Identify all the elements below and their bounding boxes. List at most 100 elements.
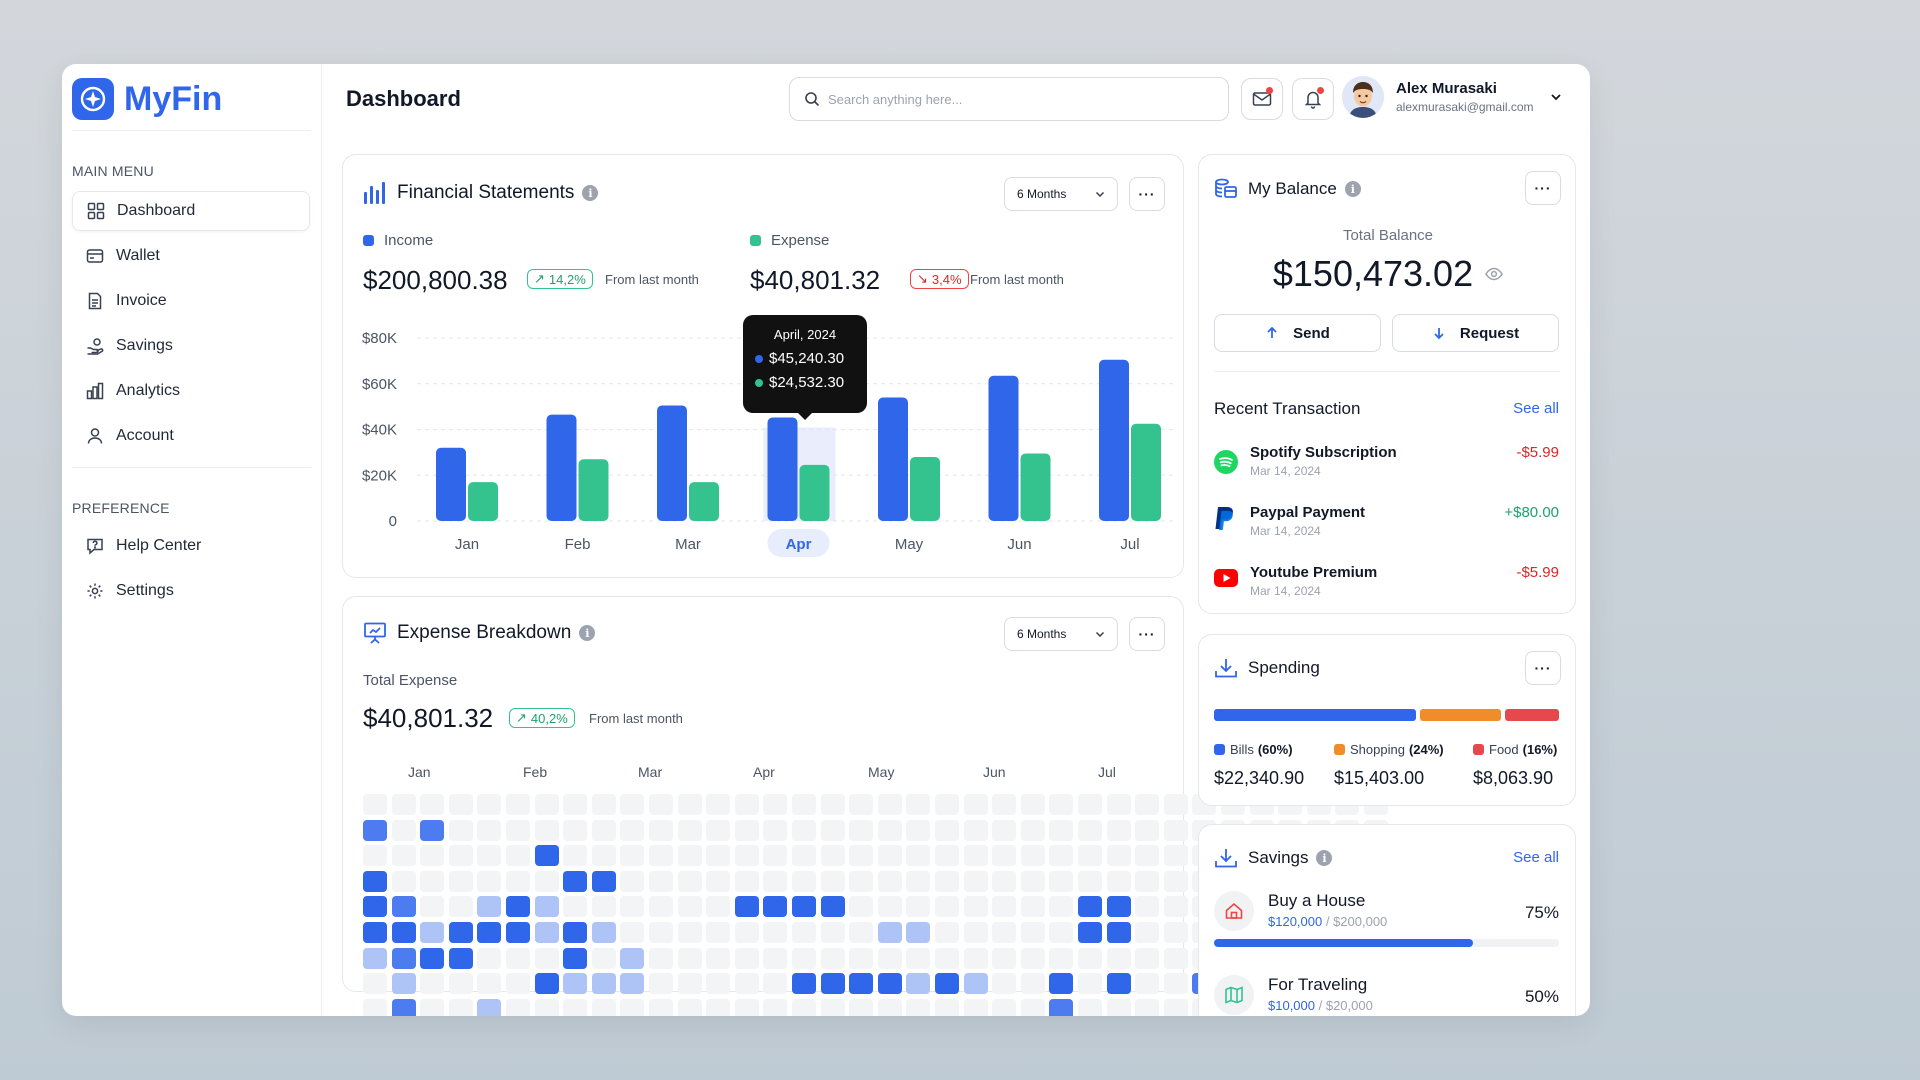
- heatmap-cell: [820, 845, 845, 867]
- heatmap-cell: [820, 794, 845, 815]
- heatmap-cell: [677, 794, 702, 815]
- logo[interactable]: MyFin: [72, 78, 222, 120]
- heatmap-cell: [363, 973, 387, 995]
- analytics-icon: [86, 382, 104, 400]
- info-icon[interactable]: i: [579, 625, 596, 641]
- expense-bar-jul: [1131, 423, 1161, 521]
- heatmap-cell: [506, 896, 530, 918]
- heatmap-cell: [935, 922, 959, 943]
- heatmap-cell: [963, 998, 988, 1016]
- heatmap-cell: [363, 870, 387, 892]
- heatmap-cell: [734, 794, 759, 815]
- heatmap-cell: [1106, 794, 1131, 815]
- heatmap-cell: [1163, 947, 1188, 969]
- heatmap-cell: [963, 973, 988, 995]
- heatmap-cell: [620, 870, 645, 892]
- heatmap-cell: [935, 870, 959, 892]
- tooltip-title: April, 2024: [773, 327, 837, 342]
- send-button[interactable]: Send: [1214, 314, 1381, 352]
- mail-notification-dot: [1266, 87, 1273, 94]
- logo-text: MyFin: [124, 79, 223, 118]
- heatmap-cell: [792, 973, 816, 995]
- heatmap-cell: [477, 922, 502, 943]
- more-options-button[interactable]: ···: [1525, 171, 1561, 205]
- see-all-transactions-link[interactable]: See all: [1513, 400, 1559, 417]
- more-options-button[interactable]: ···: [1129, 617, 1165, 651]
- eye-icon[interactable]: [1485, 267, 1503, 281]
- more-options-button[interactable]: ···: [1525, 651, 1561, 685]
- heatmap-cell: [649, 973, 673, 995]
- heatmap-cell: [1078, 998, 1102, 1016]
- heatmap-cell: [734, 973, 759, 995]
- arrow-down-icon: [1434, 328, 1444, 340]
- heatmap-cell: [506, 973, 530, 995]
- sidebar-item-invoice[interactable]: Invoice: [72, 281, 310, 321]
- income-bar-mar: [657, 405, 687, 521]
- sidebar-item-savings[interactable]: Savings: [72, 326, 310, 366]
- logo-icon: [72, 78, 114, 120]
- sidebar-item-label: Account: [116, 427, 174, 444]
- heatmap-cell: [391, 896, 416, 918]
- sidebar-item-label: Invoice: [116, 292, 167, 309]
- heatmap-cell: [563, 896, 588, 918]
- savings-card: Savings i See all Buy a House $120,000 /…: [1198, 824, 1576, 1016]
- more-options-button[interactable]: ···: [1129, 177, 1165, 211]
- transaction-name: Youtube Premium: [1250, 564, 1378, 581]
- chevron-down-icon: [1095, 191, 1105, 198]
- user-icon: [87, 428, 103, 444]
- spending-legend-shopping: Shopping (24%): [1334, 742, 1444, 757]
- notification-button[interactable]: [1292, 78, 1334, 120]
- info-icon[interactable]: i: [1344, 181, 1361, 197]
- heatmap-cell: [992, 845, 1017, 867]
- transaction-row[interactable]: Paypal Payment Mar 14, 2024 +$80.00: [1214, 504, 1559, 552]
- heatmap-cell: [877, 870, 902, 892]
- heatmap-cell: [706, 947, 731, 969]
- heatmap-cell: [477, 998, 502, 1016]
- sidebar-item-analytics[interactable]: Analytics: [72, 371, 310, 411]
- user-menu[interactable]: Alex Murasaki alexmurasaki@gmail.com: [1342, 76, 1562, 118]
- expense-bar-may: [910, 456, 940, 521]
- income-bar-apr: [767, 417, 798, 521]
- see-all-savings-link[interactable]: See all: [1513, 849, 1559, 866]
- period-value: 6 Months: [1017, 187, 1067, 201]
- heatmap-cell: [763, 794, 788, 815]
- legend-label: Food: [1489, 742, 1519, 757]
- heatmap-cell: [706, 870, 731, 892]
- heatmap-cell: [1135, 947, 1160, 969]
- sidebar-item-wallet[interactable]: Wallet: [72, 236, 310, 276]
- highlight-pill: [767, 529, 830, 557]
- mail-button[interactable]: [1241, 78, 1283, 120]
- paypal-icon: [1215, 507, 1233, 530]
- heatmap-cell: [649, 794, 673, 815]
- sidebar-item-dashboard[interactable]: Dashboard: [72, 191, 310, 231]
- heatmap-cell: [563, 973, 588, 995]
- heatmap-cell: [763, 870, 788, 892]
- sidebar-item-settings[interactable]: Settings: [72, 571, 310, 611]
- heatmap-cell: [1106, 819, 1131, 841]
- heatmap-cell: [391, 922, 416, 943]
- heatmap-cell: [820, 896, 845, 918]
- sidebar-item-help-center[interactable]: Help Center: [72, 526, 310, 566]
- tooltip-income-row: $45,240.30: [755, 350, 855, 367]
- heatmap-cell: [448, 896, 473, 918]
- transaction-row[interactable]: Spotify Subscription Mar 14, 2024 -$5.99: [1214, 444, 1559, 492]
- expense-note: From last month: [970, 272, 1064, 287]
- heatmap-cell: [1163, 845, 1188, 867]
- transaction-amount: +$80.00: [1504, 504, 1559, 521]
- info-icon[interactable]: i: [582, 185, 599, 201]
- more-icon: ···: [1138, 626, 1156, 642]
- period-dropdown[interactable]: 6 Months: [1004, 617, 1118, 651]
- expense-bar-jun: [1020, 453, 1051, 521]
- info-icon[interactable]: i: [1316, 850, 1333, 866]
- transaction-row[interactable]: Youtube Premium Mar 14, 2024 -$5.99: [1214, 564, 1559, 612]
- tooltip-expense-dot: [755, 378, 763, 387]
- heatmap-cell: [620, 845, 645, 867]
- period-dropdown[interactable]: 6 Months: [1004, 177, 1118, 211]
- x-tick-label: Feb: [565, 536, 591, 553]
- heatmap-cell: [1163, 998, 1188, 1016]
- heatmap-cell: [477, 819, 502, 841]
- search-input[interactable]: Search anything here...: [789, 77, 1229, 121]
- request-button[interactable]: Request: [1392, 314, 1559, 352]
- user-name: Alex Murasaki: [1396, 80, 1497, 97]
- sidebar-item-account[interactable]: Account: [72, 416, 310, 456]
